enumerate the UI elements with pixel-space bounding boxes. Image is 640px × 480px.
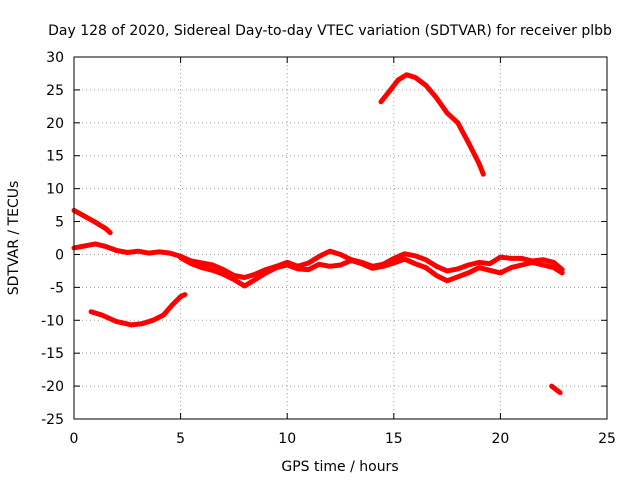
- y-tick-label: 25: [46, 83, 64, 99]
- plot-area: [71, 72, 565, 396]
- axis-ticks: [73, 56, 608, 420]
- y-tick-label: -5: [50, 280, 64, 296]
- y-tick-label: 15: [46, 149, 64, 165]
- x-axis-label: GPS time / hours: [281, 459, 398, 475]
- y-tick-label: -25: [41, 412, 64, 428]
- x-tick-label: 20: [491, 431, 509, 447]
- y-tick-label: -15: [41, 346, 64, 362]
- x-tick-label: 0: [70, 431, 79, 447]
- y-tick-label: 5: [55, 215, 64, 231]
- y-tick-label: 10: [46, 182, 64, 198]
- x-tick-label: 10: [278, 431, 296, 447]
- series-arc-3: [71, 241, 565, 280]
- series-arc-6: [549, 383, 563, 396]
- y-tick-label: 30: [46, 50, 64, 66]
- y-axis-label: SDTVAR / TECUs: [6, 181, 22, 296]
- chart-title: Day 128 of 2020, Sidereal Day-to-day VTE…: [48, 23, 612, 39]
- series-arc-4: [178, 255, 565, 289]
- x-tick-label: 25: [598, 431, 616, 447]
- plot-frame: [73, 56, 608, 420]
- series-arc-2: [88, 292, 188, 328]
- x-tick-label: 5: [176, 431, 185, 447]
- y-tick-label: -20: [41, 379, 64, 395]
- series-arc-1: [71, 207, 113, 236]
- y-tick-label: 20: [46, 116, 64, 132]
- tick-labels: 0 5 10 15 20 25 -25 -20 -15 -10 -5 0 5 10 15 20 25 30: [41, 50, 616, 447]
- x-tick-label: 15: [385, 431, 403, 447]
- y-tick-label: 0: [55, 247, 64, 263]
- y-tick-label: -10: [41, 313, 64, 329]
- grid: [74, 57, 607, 419]
- series-arc-5: [378, 72, 486, 177]
